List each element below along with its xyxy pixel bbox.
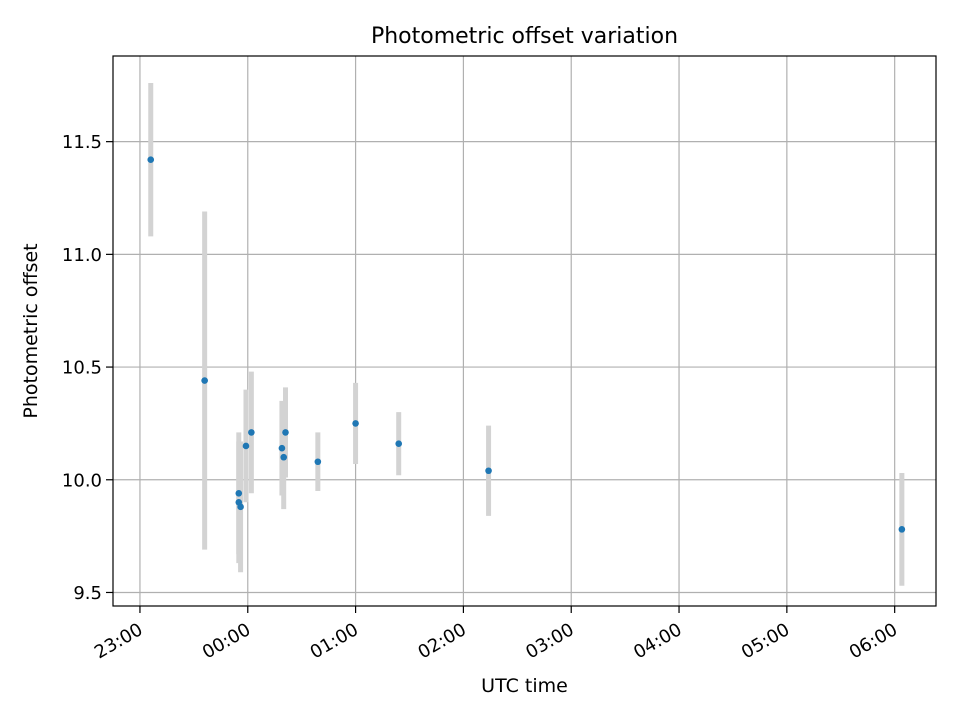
data-point xyxy=(278,444,286,452)
data-point xyxy=(235,489,243,497)
y-tick-label: 9.5 xyxy=(73,583,102,604)
data-point xyxy=(395,440,403,448)
y-tick-label: 11.0 xyxy=(62,245,102,266)
data-point xyxy=(898,526,906,533)
data-point xyxy=(485,467,492,475)
x-tick-label: 02:00 xyxy=(414,619,469,663)
x-tick-label: 06:00 xyxy=(846,619,901,663)
y-axis-label: Photometric offset xyxy=(20,243,42,418)
data-point xyxy=(280,453,288,461)
y-tick-label: 10.5 xyxy=(62,358,102,379)
data-point xyxy=(237,503,244,511)
data-point xyxy=(242,442,250,450)
data-point xyxy=(314,458,322,466)
data-point xyxy=(201,377,208,384)
x-tick-label: 23:00 xyxy=(91,619,146,663)
x-tick-label: 04:00 xyxy=(630,619,685,663)
data-point xyxy=(147,156,155,163)
chart-title: Photometric offset variation xyxy=(371,24,678,49)
y-tick-label: 11.5 xyxy=(62,132,102,153)
data-point xyxy=(352,420,359,427)
plot-frame xyxy=(112,55,937,607)
y-tick-label: 10.0 xyxy=(62,470,102,491)
x-tick-label: 03:00 xyxy=(522,619,577,663)
x-tick-label: 01:00 xyxy=(307,619,362,663)
data-point xyxy=(248,429,255,436)
x-axis-label: UTC time xyxy=(481,675,568,697)
x-tick-label: 05:00 xyxy=(738,619,793,663)
x-tick-label: 00:00 xyxy=(199,619,254,663)
data-point xyxy=(282,429,289,436)
